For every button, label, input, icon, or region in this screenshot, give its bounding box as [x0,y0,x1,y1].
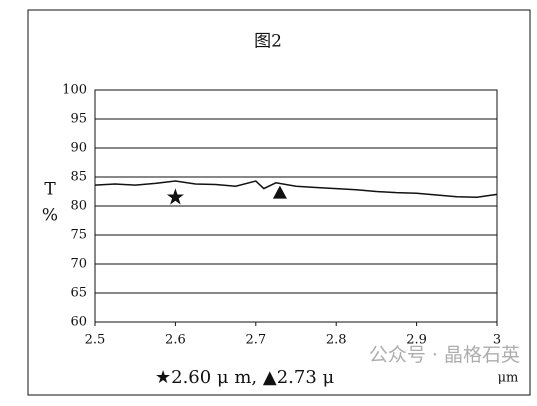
marker [272,185,287,199]
y-tick-label: 65 [70,286,87,301]
y-tick-label: 90 [70,141,87,156]
y-tick-label: 60 [70,315,87,330]
annotation: ★2.60 μ m, ▲2.73 μ [155,367,335,388]
line [94,180,498,199]
x-tick-label: 2.6 [165,333,186,348]
y-tick-label: 70 [70,257,87,272]
y-tick-label: 95 [70,112,87,127]
y-tick-label: 100 [62,83,87,98]
x-label: μm [498,371,519,386]
y-label: T [44,180,56,200]
x-tick-label: 2.8 [326,333,347,348]
x-tick-label: 3 [493,333,501,348]
marker [166,188,184,205]
watermark: 公众号 · 晶格石英 [369,344,520,366]
frame [27,9,531,396]
y-tick-label: 80 [70,199,87,214]
y-label: % [42,206,58,226]
x-tick-label: 2.7 [245,333,266,348]
chart-title: 图2 [254,32,282,52]
x-tick-label: 2.5 [85,333,106,348]
y-tick-label: 75 [70,228,87,243]
y-tick-label: 85 [70,170,87,185]
x-tick-label: 2.9 [406,333,427,348]
